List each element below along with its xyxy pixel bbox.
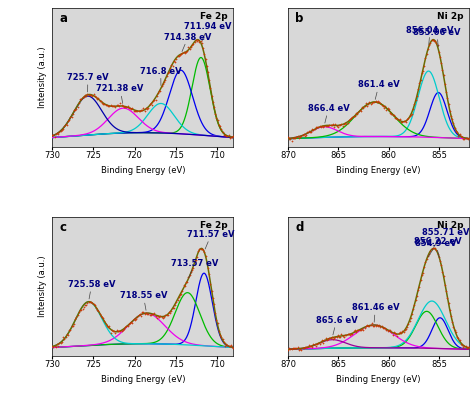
- Y-axis label: Intensity (a.u.): Intensity (a.u.): [37, 47, 46, 108]
- Text: Ni 2p: Ni 2p: [438, 221, 464, 230]
- Text: 725.7 eV: 725.7 eV: [67, 73, 109, 92]
- Text: 716.8 eV: 716.8 eV: [140, 67, 182, 86]
- Text: d: d: [295, 221, 303, 234]
- Text: 725.58 eV: 725.58 eV: [68, 280, 116, 299]
- Text: 865.6 eV: 865.6 eV: [316, 316, 357, 335]
- Y-axis label: Intensity (a.u.): Intensity (a.u.): [37, 256, 46, 317]
- Text: Fe 2p: Fe 2p: [201, 12, 228, 21]
- Text: 856.04 eV: 856.04 eV: [406, 26, 454, 45]
- Text: 711.57 eV: 711.57 eV: [188, 230, 235, 249]
- Text: 866.4 eV: 866.4 eV: [308, 104, 349, 123]
- Text: Ni 2p: Ni 2p: [438, 12, 464, 21]
- Text: 718.55 eV: 718.55 eV: [119, 291, 167, 310]
- Text: 711.94 eV: 711.94 eV: [184, 22, 232, 41]
- X-axis label: Binding Energy (eV): Binding Energy (eV): [100, 166, 185, 175]
- Text: 861.46 eV: 861.46 eV: [352, 303, 399, 322]
- Text: 714.38 eV: 714.38 eV: [164, 32, 212, 52]
- X-axis label: Binding Energy (eV): Binding Energy (eV): [337, 166, 421, 175]
- Text: 856.22 eV: 856.22 eV: [414, 237, 462, 257]
- Text: c: c: [59, 221, 66, 234]
- Text: 855.71 eV: 855.71 eV: [422, 228, 470, 247]
- X-axis label: Binding Energy (eV): Binding Energy (eV): [100, 375, 185, 384]
- Text: a: a: [59, 12, 67, 25]
- X-axis label: Binding Energy (eV): Binding Energy (eV): [337, 375, 421, 384]
- Text: Fe 2p: Fe 2p: [201, 221, 228, 230]
- Text: 854.9 eV: 854.9 eV: [415, 238, 456, 258]
- Text: 855.06 eV: 855.06 eV: [413, 28, 461, 47]
- Text: 721.38 eV: 721.38 eV: [96, 84, 144, 103]
- Text: 713.57 eV: 713.57 eV: [171, 259, 219, 278]
- Text: 861.4 eV: 861.4 eV: [358, 80, 400, 99]
- Text: b: b: [295, 12, 303, 25]
